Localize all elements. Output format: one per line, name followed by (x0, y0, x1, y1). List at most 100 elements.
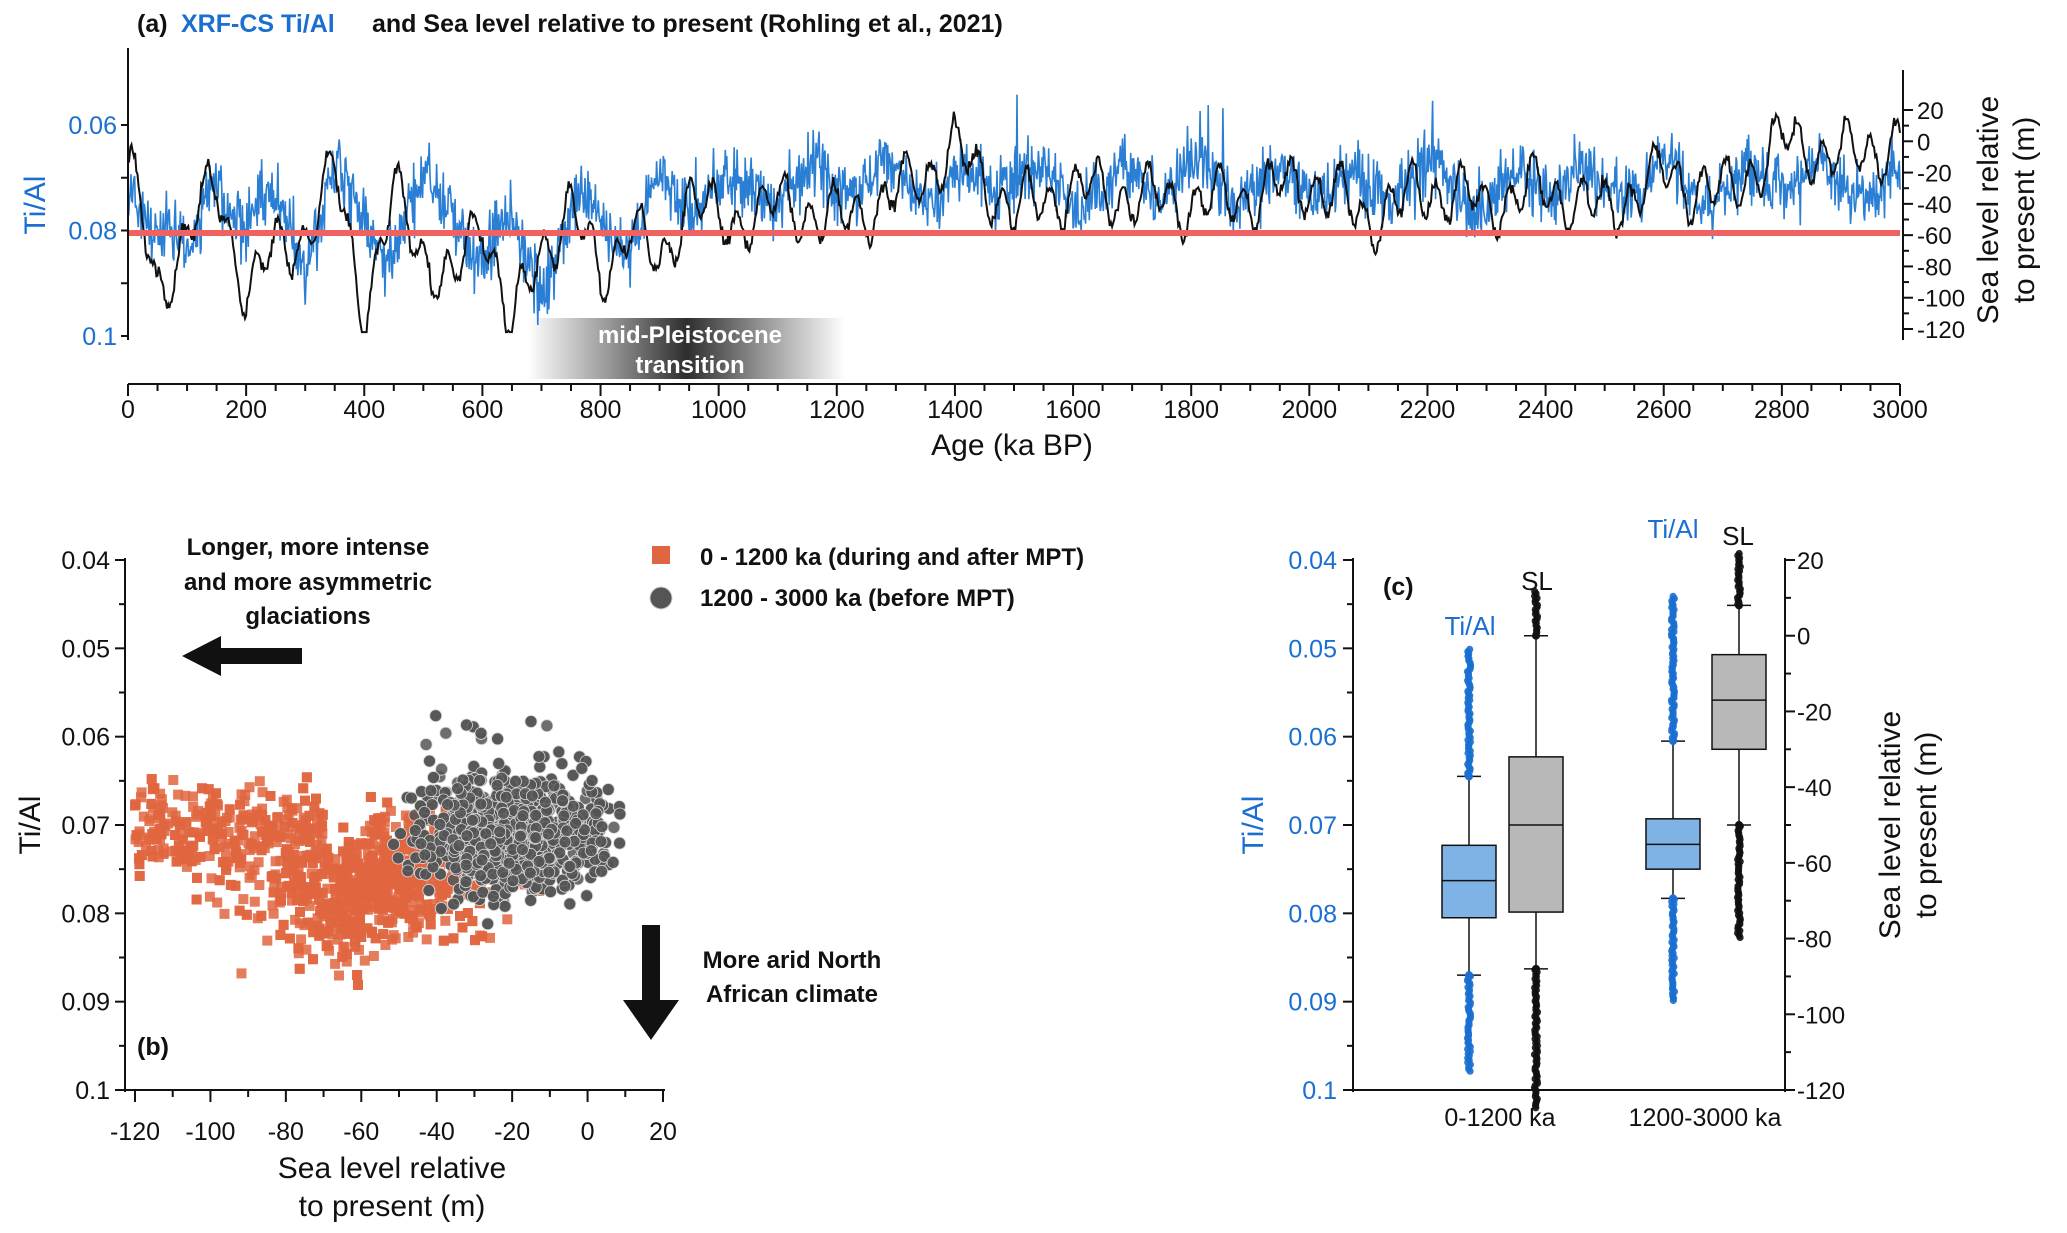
scatter-point-0-1200ka (337, 886, 348, 897)
scatter-point-0-1200ka (174, 819, 185, 830)
c-y-right-tick-label: -40 (1797, 775, 1832, 802)
scatter-point-1200-3000ka (441, 798, 455, 811)
scatter-point-0-1200ka (268, 887, 279, 898)
scatter-point-0-1200ka (335, 929, 346, 940)
c-y-right-tick-label: -120 (1797, 1078, 1845, 1105)
scatter-point-0-1200ka (271, 837, 282, 848)
scatter-point-0-1200ka (330, 883, 341, 894)
scatter-point-1200-3000ka (473, 774, 487, 787)
scatter-point-0-1200ka (368, 863, 378, 874)
scatter-point-0-1200ka (429, 824, 440, 834)
scatter-point-0-1200ka (385, 902, 396, 913)
scatter-point-1200-3000ka (401, 864, 415, 878)
scatter-point-0-1200ka (400, 878, 411, 889)
c-y-left-tick-label: 0.09 (1288, 989, 1337, 1017)
panel-a-xlabel: Age (ka BP) (931, 429, 1093, 462)
scatter-point-0-1200ka (208, 818, 219, 829)
scatter-point-0-1200ka (283, 851, 294, 862)
panel-a-title-black: and Sea level relative to present (Rohli… (372, 10, 1003, 38)
panel-c-axes: 0.04 0.05 0.06 0.07 0.08 0.09 0.1 20 0 -20 -40 -60 -… (1288, 547, 1845, 1132)
scatter-point-0-1200ka (472, 880, 483, 891)
scatter-point-0-1200ka (249, 831, 260, 842)
scatter-point-1200-3000ka (497, 806, 510, 820)
scatter-point-1200-3000ka (486, 890, 500, 903)
scatter-point-0-1200ka (337, 912, 348, 923)
box-label-tial-1: Ti/Al (1647, 514, 1698, 544)
b-y-tick-label: 0.09 (61, 989, 110, 1017)
scatter-point-0-1200ka (206, 811, 217, 821)
mpt-label-line2: transition (635, 352, 744, 379)
scatter-point-0-1200ka (411, 922, 422, 933)
scatter-point-0-1200ka (294, 823, 305, 834)
scatter-point-0-1200ka (175, 828, 186, 838)
scatter-point-0-1200ka (350, 904, 361, 915)
x-tick-label: 2800 (1754, 396, 1810, 424)
scatter-point-1200-3000ka (575, 762, 589, 775)
scatter-point-0-1200ka (377, 873, 388, 884)
scatter-point-1200-3000ka (547, 779, 561, 793)
scatter-point-0-1200ka (316, 902, 327, 913)
c-y-left-tick-label: 0.07 (1288, 812, 1337, 840)
scatter-point-0-1200ka (440, 915, 451, 926)
c-y-right-tick-label: 0 (1797, 624, 1810, 651)
scatter-point-0-1200ka (374, 879, 385, 890)
scatter-point-0-1200ka (402, 887, 413, 898)
scatter-point-0-1200ka (146, 798, 157, 809)
scatter-point-0-1200ka (254, 880, 265, 890)
scatter-point-1200-3000ka (595, 864, 608, 878)
scatter-point-0-1200ka (354, 919, 365, 930)
scatter-point-0-1200ka (455, 911, 465, 921)
scatter-point-1200-3000ka (434, 902, 448, 915)
panel-a: (a) XRF-CS Ti/Al and Sea level relative … (19, 10, 2041, 462)
scatter-point-0-1200ka (354, 895, 365, 906)
scatter-point-0-1200ka (477, 931, 488, 942)
scatter-point-0-1200ka (365, 792, 376, 802)
scatter-point-0-1200ka (304, 900, 315, 911)
scatter-point-0-1200ka (437, 890, 447, 901)
scatter-point-0-1200ka (307, 858, 318, 869)
scatter-point-1200-3000ka (427, 771, 440, 784)
scatter-point-0-1200ka (338, 941, 349, 952)
scatter-point-0-1200ka (299, 833, 310, 844)
y-left-tick-label: 0.06 (68, 112, 117, 140)
b-x-tick-label: -20 (494, 1118, 530, 1146)
scatter-point-0-1200ka (382, 797, 393, 808)
scatter-point-0-1200ka (183, 848, 194, 859)
scatter-point-1200-3000ka (558, 835, 572, 849)
scatter-point-0-1200ka (332, 934, 343, 945)
panel-a-ylabel-left: Ti/Al (19, 176, 52, 235)
scatter-point-0-1200ka (438, 935, 449, 946)
scatter-point-1200-3000ka (422, 884, 436, 897)
scatter-point-0-1200ka (364, 888, 375, 899)
scatter-point-0-1200ka (303, 917, 313, 928)
scatter-point-0-1200ka (268, 908, 279, 919)
scatter-point-0-1200ka (211, 788, 221, 799)
scatter-point-0-1200ka (325, 909, 335, 920)
scatter-point-0-1200ka (339, 876, 350, 887)
c-y-right-tick-label: -20 (1797, 699, 1832, 726)
scatter-point-1200-3000ka (524, 715, 538, 728)
scatter-point-1200-3000ka (529, 831, 543, 845)
scatter-point-0-1200ka (413, 891, 424, 902)
scatter-point-0-1200ka (293, 943, 304, 954)
x-tick-label: 600 (462, 396, 504, 424)
scatter-point-0-1200ka (355, 927, 366, 938)
scatter-point-0-1200ka (281, 868, 291, 879)
x-tick-label: 800 (580, 396, 622, 424)
scatter-point-0-1200ka (168, 775, 179, 785)
scatter-point-0-1200ka (351, 839, 362, 850)
y-right-tick-label: -20 (1917, 161, 1952, 188)
x-tick-label: 1400 (927, 396, 983, 424)
scatter-point-1200-3000ka (491, 732, 505, 746)
scatter-point-0-1200ka (251, 806, 262, 817)
box-tial-1200-3000ka-outlier (1669, 894, 1677, 903)
scatter-point-1200-3000ka (607, 821, 621, 834)
scatter-point-0-1200ka (180, 790, 191, 801)
scatter-point-0-1200ka (344, 928, 355, 939)
scatter-point-0-1200ka (353, 858, 364, 869)
panel-b-ylabel: Ti/Al (14, 796, 47, 855)
scatter-point-1200-3000ka (459, 875, 473, 889)
scatter-point-0-1200ka (422, 899, 433, 910)
scatter-point-0-1200ka (425, 919, 436, 930)
c-y-left-tick-label: 0.08 (1288, 900, 1337, 928)
